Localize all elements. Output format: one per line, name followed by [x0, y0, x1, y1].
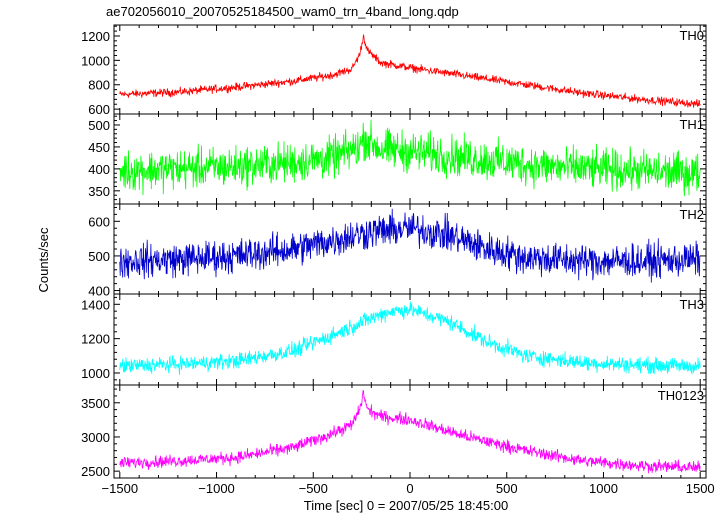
y-tick-label: 1200	[81, 332, 110, 347]
panel-th0123: 2500 3000 3500 TH0123	[81, 384, 707, 479]
x-tick-label: −1000	[198, 481, 235, 496]
x-tick-label: −1500	[102, 481, 139, 496]
y-tick-label: 1400	[81, 297, 110, 312]
y-tick-label: 1000	[81, 53, 110, 68]
panel-label-th3: TH3	[679, 297, 704, 312]
y-tick-label: 400	[88, 162, 110, 177]
panel-label-th0: TH0	[679, 28, 704, 43]
y-tick-label: 450	[88, 140, 110, 155]
series-line-th3	[119, 301, 701, 376]
x-tick-label: 1000	[589, 481, 618, 496]
y-tick-label: 3500	[81, 396, 110, 411]
y-tick-label: 1200	[81, 29, 110, 44]
x-tick-label: 0	[406, 481, 413, 496]
series-line-th0	[119, 34, 701, 108]
x-tick-labels: −1500 −1000 −500 0 500 1000 1500	[102, 481, 715, 496]
x-tick-label: 500	[496, 481, 518, 496]
y-tick-label: 500	[88, 118, 110, 133]
y-tick-label: 800	[88, 78, 110, 93]
x-tick-label: 1500	[686, 481, 715, 496]
y-tick-label: 600	[88, 102, 110, 117]
panel-th2: 400 500 600 TH2	[88, 203, 707, 299]
series-line-th1	[119, 119, 701, 197]
x-axis-label: Time [sec] 0 = 2007/05/25 18:45:00	[304, 498, 508, 513]
y-tick-label: 500	[88, 249, 110, 264]
x-tick-label: −500	[299, 481, 328, 496]
panel-th0: 600 800 1000 1200 TH0	[81, 24, 707, 117]
y-tick-label: 3000	[81, 430, 110, 445]
y-axis-label: Counts/sec	[36, 227, 51, 293]
y-tick-label: 350	[88, 184, 110, 199]
y-tick-label: 400	[88, 284, 110, 299]
panel-label-th0123: TH0123	[658, 388, 704, 403]
panel-th1: 350 400 450 500 TH1	[88, 113, 707, 205]
panel-label-th1: TH1	[679, 117, 704, 132]
panel-label-th2: TH2	[679, 207, 704, 222]
y-tick-label: 2500	[81, 464, 110, 479]
figure-title: ae702056010_20070525184500_wam0_trn_4ban…	[106, 4, 459, 19]
y-tick-label: 1000	[81, 366, 110, 381]
panel-th3: 1000 1200 1400 TH3	[81, 293, 707, 386]
y-tick-label: 600	[88, 214, 110, 229]
series-line-th0123	[119, 390, 701, 474]
panel-frame	[113, 24, 707, 115]
series-line-th2	[119, 208, 701, 283]
